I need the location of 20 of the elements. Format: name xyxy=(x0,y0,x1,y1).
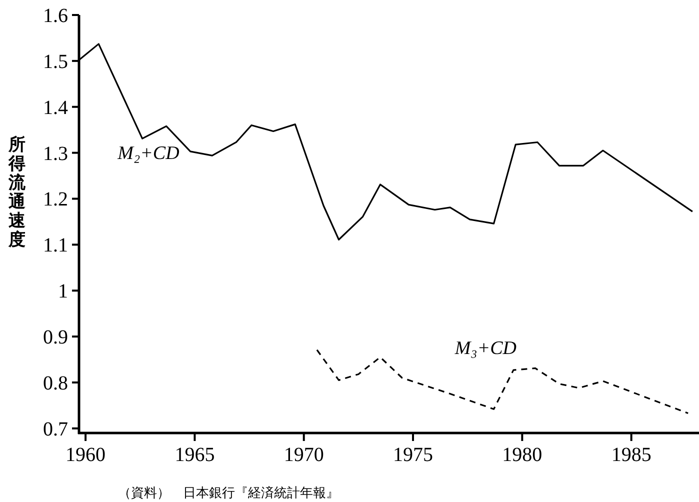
y-tick-label: 1.2 xyxy=(43,188,68,211)
x-tick-label: 1985 xyxy=(611,444,652,466)
y-tick-label: 1.1 xyxy=(43,234,68,257)
text: （資料） 日本銀行『経済統計年報』 xyxy=(118,485,339,501)
x-tick-label: 1980 xyxy=(502,444,542,466)
y-tick-label: 1.5 xyxy=(43,50,68,73)
y-tick-label: 1.3 xyxy=(43,142,68,165)
x-tick-label: 1960 xyxy=(66,444,106,466)
y-tick-label: 0.7 xyxy=(43,418,68,440)
y-tick-label: 1.4 xyxy=(43,96,68,119)
y-tick-label: 0.9 xyxy=(43,326,68,349)
x-tick-label: 1965 xyxy=(174,444,215,466)
y-tick-label: 0.8 xyxy=(43,372,68,394)
series-label: M₃+CD xyxy=(454,338,517,360)
y-axis-title: 所得流通速度 xyxy=(8,135,26,250)
series-label: M₂+CD xyxy=(116,142,180,164)
x-tick-label: 1975 xyxy=(393,444,434,466)
y-tick-label: 1 xyxy=(58,280,68,303)
y-tick-label: 1.6 xyxy=(43,5,68,27)
x-tick-label: 1970 xyxy=(284,444,324,466)
